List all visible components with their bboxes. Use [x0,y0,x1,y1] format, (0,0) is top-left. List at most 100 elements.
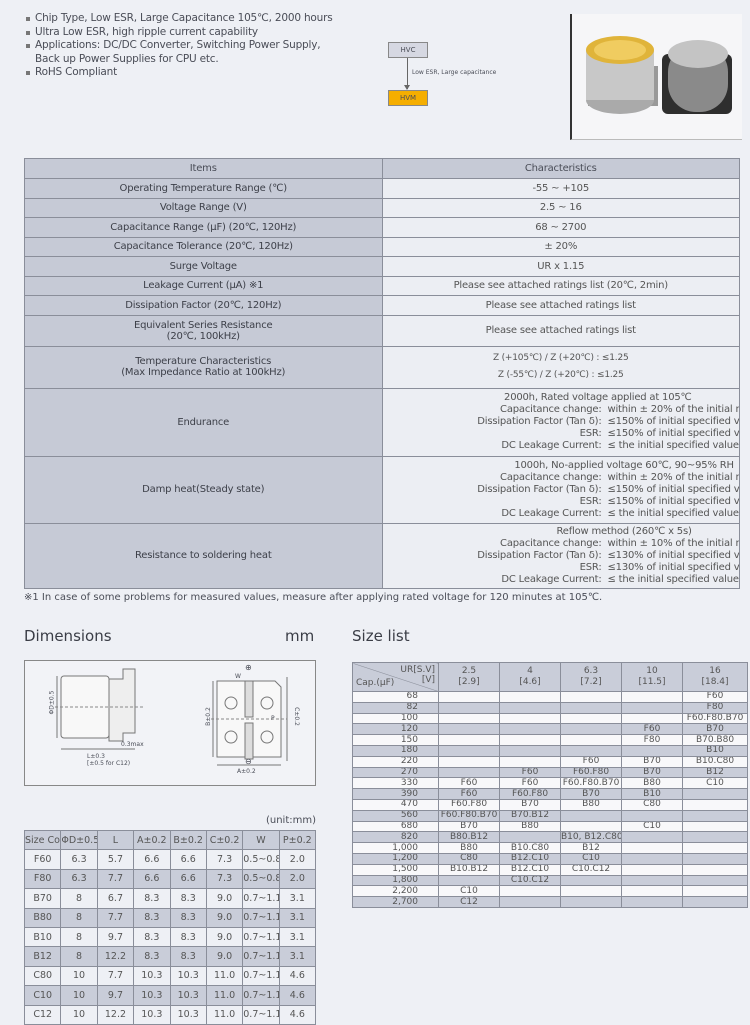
size-code-cell [560,820,622,833]
size-code-cell: C12 [438,896,500,908]
size-code-cell [438,755,500,768]
size-code-cell [499,896,561,908]
size-code-cell [560,723,622,736]
size-code-cell [499,885,561,898]
header-row: Items Characteristics [24,158,740,179]
corner-cap-label: Cap.(μF) [356,678,395,688]
capacitance-cell: 390 [352,788,439,800]
size-code-cell [682,842,748,854]
table-row: Operating Temperature Range (℃) -55 ~ +10… [24,178,740,199]
capacitance-cell: 120 [352,723,439,736]
table-row: 120 F60 B70 [352,723,748,736]
size-code-cell: F80 [621,734,683,746]
spec-key: ESR: [579,428,602,439]
size-code-cell: C10 [560,852,622,865]
size-code-cell [621,831,683,844]
test-condition: 1000h, No-applied voltage 60℃, 90~95% RH [514,459,734,471]
spec-key: Capacitance change: [500,471,602,483]
capacitance-cell: 1,500 [352,863,439,876]
table-row: C80 10 7.7 10.3 10.3 11.0 0.7~1.1 4.6 [23,965,317,987]
table-cell: 8 [60,888,98,909]
size-code-cell [621,809,683,822]
corner-header: UR[S.V] [V] Cap.(μF) [352,662,439,692]
size-code-cell [560,744,622,757]
size-code-cell [682,798,748,811]
feature-item: Chip Type, Low ESR, Large Capacitance 10… [25,12,333,26]
size-code-cell [682,831,748,844]
spec-value: within ± 20% of the initial measured val… [607,471,739,483]
size-code-cell [438,701,500,714]
table-cell: 0.7~1.1 [242,965,280,987]
capacitance-cell: 220 [352,755,439,768]
spec-key: DC Leakage Current: [501,440,602,451]
size-code-cell [621,852,683,865]
table-cell: 4.6 [278,965,317,987]
label-a: A±0.2 [237,768,256,775]
dimensions-unit: mm [285,627,315,645]
spec-value: within ± 10% of the initial measured val… [607,537,739,549]
capacitance-cell: 330 [352,777,439,790]
size-code-cell [560,701,622,714]
spec-key: Capacitance change: [500,404,602,415]
size-code-cell [560,896,622,908]
spec-value: ≤150% of initial specified value [607,428,740,439]
flow-arrow-label: Low ESR, Large capacitance [412,69,497,76]
size-code-cell [621,712,683,725]
label-w: W [235,673,241,680]
capacitance-cell: 270 [352,766,439,779]
table-cell: 10.3 [133,1004,171,1025]
table-row: Leakage Current (μA) ※1 Please see attach… [24,275,740,296]
table-cell: B80 [23,907,62,928]
feature-item-continued: Back up Power Supplies for CPU etc. [35,52,219,65]
item-label: Voltage Range (V) [24,197,383,218]
size-code-cell [682,896,748,908]
size-code-cell [682,863,748,876]
label-length-note: [±0.5 for C12) [87,760,131,767]
series-box-hvc: HVC [388,42,428,58]
table-row: Capacitance Tolerance (20℃, 120Hz) ± 20% [24,236,740,257]
size-code-cell: F60 [499,777,561,790]
label-max: 0.3max [121,741,144,748]
item-label: Endurance [24,387,383,457]
capacitance-cell: 560 [352,809,439,822]
table-row: 820 B80.B12 B10, B12.C80 [352,831,748,844]
size-code-cell [682,788,748,800]
corner-unit-label: [V] [421,675,435,685]
table-cell: 12.2 [96,1004,135,1025]
rated-voltage: 4 [527,666,533,676]
size-code-cell [682,820,748,833]
capacitance-cell: 150 [352,734,439,746]
spec-value: ≤150% of initial specified value [607,416,740,427]
size-code-cell [621,863,683,876]
voltage-header: 6.3 [7.2] [560,662,622,692]
item-value: ± 20% [381,236,740,257]
size-code-cell: F60 [438,788,500,800]
table-cell: 6.6 [133,868,171,890]
table-cell: 8 [60,907,98,928]
table-cell: 10.3 [169,985,207,1006]
flow-arrow [407,58,408,89]
capacitance-cell: 82 [352,701,439,714]
table-row: 68 F60 [352,691,748,703]
capacitance-cell: 180 [352,744,439,757]
size-code-cell: B10, B12.C80 [560,831,622,844]
label-diameter: ΦD±0.5 [48,690,56,715]
size-code-cell [499,734,561,746]
capacitance-cell: 1,200 [352,852,439,865]
table-row: 560 F60.F80.B70 B70.B12 [352,809,748,822]
size-code-cell: C10 [621,820,683,833]
table-row: B12 8 12.2 8.3 8.3 9.0 0.7~1.1 3.1 [23,946,317,967]
spec-key: ESR: [579,495,602,507]
spec-value: ≤130% of initial specified value [607,561,740,573]
table-row: 330 F60 F60 F60.F80.B70 B80 C10 [352,777,748,790]
size-code-cell: F60.F80 [499,788,561,800]
size-code-cell [499,831,561,844]
spec-key: Dissipation Factor (Tan δ): [477,483,602,495]
test-condition: 2000h, Rated voltage applied at 105℃ [504,392,692,403]
table-cell: 9.0 [205,888,244,909]
table-cell: 0.7~1.1 [242,926,280,948]
spec-key: Dissipation Factor (Tan δ): [477,549,602,561]
table-row: Damp heat(Steady state) 1000h, No-applied… [24,455,740,524]
size-code-cell [499,701,561,714]
table-cell: 10 [60,965,98,987]
